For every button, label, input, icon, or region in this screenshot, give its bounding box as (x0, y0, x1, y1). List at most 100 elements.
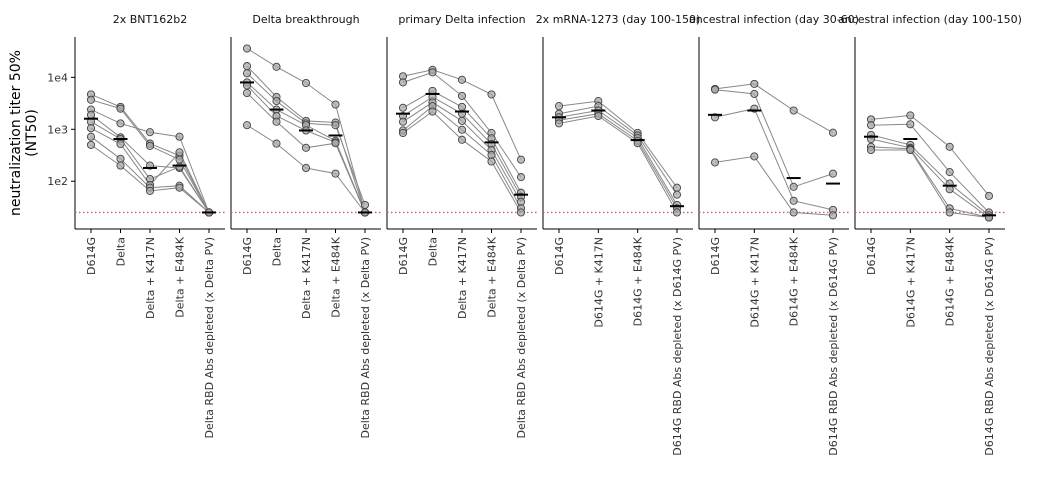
subject-line (870, 138, 990, 218)
data-point (86, 140, 96, 149)
data-point (116, 104, 125, 113)
y-tick-label: 1e3 (47, 123, 68, 136)
data-point (750, 79, 759, 88)
data-point (789, 196, 798, 205)
data-point (116, 161, 125, 170)
data-point (175, 183, 184, 192)
data-point (145, 186, 155, 195)
y-axis-title: neutralization titer 50% (NT50) (8, 50, 40, 216)
facet-panel: 2x BNT162b2 D614G Delta Delta + K417N Delta … (74, 13, 225, 438)
x-tick-label: D614G + E484K (788, 236, 801, 326)
data-point (457, 125, 467, 134)
data-point (301, 78, 311, 88)
x-tick-label: D614G (709, 237, 722, 275)
x-tick-label: D614G + E484K (632, 236, 645, 326)
data-point (242, 69, 252, 78)
x-tick-label: D614G (397, 237, 410, 275)
data-point (906, 145, 915, 155)
data-point (86, 95, 96, 104)
subject-line (870, 114, 990, 197)
data-point (242, 44, 252, 53)
subject-line (558, 100, 678, 188)
data-point (145, 141, 155, 150)
subject-line (246, 92, 366, 213)
facet-panel: 2x mRNA-1273 (day 100-150) D614G D614G + K… (536, 13, 701, 456)
data-point (487, 90, 496, 99)
subject-line (246, 72, 366, 206)
x-tick-label: D614G RBD Abs depleted (x D614G PV) (983, 237, 996, 456)
data-point (906, 111, 915, 120)
x-tick-label: Delta (427, 237, 440, 266)
data-point (789, 106, 798, 115)
subject-line (870, 134, 990, 216)
facet-panel: ancestral infection (day 30-60) D614G D614… (689, 13, 859, 456)
x-tick-label: D614G (241, 237, 254, 275)
data-point (554, 119, 564, 128)
subject-line (870, 123, 990, 213)
facet-title: ancestral infection (day 30-60) (689, 13, 859, 26)
subject-line (558, 109, 678, 206)
data-point (457, 102, 467, 111)
data-point (945, 168, 954, 177)
x-tick-label: Delta + E484K (486, 236, 499, 318)
data-point (487, 157, 496, 166)
subject-line (246, 65, 366, 213)
data-point (984, 191, 994, 200)
y-axis-ticks: 1e2 1e3 1e4 (47, 71, 75, 188)
y-axis-title-line-2: (NT50) (24, 109, 40, 157)
data-point (554, 102, 564, 111)
data-point (828, 169, 838, 178)
data-point (828, 128, 838, 137)
data-point (175, 148, 184, 157)
data-point (672, 190, 682, 199)
x-tick-label: D614G RBD Abs depleted (x D614G PV) (827, 237, 840, 456)
x-tick-label: Delta + K417N (456, 237, 469, 319)
data-point (945, 185, 954, 194)
data-point (272, 117, 281, 126)
x-tick-label: Delta + E484K (330, 236, 343, 318)
data-point (145, 128, 155, 137)
data-point (301, 163, 311, 173)
data-point (428, 68, 437, 77)
data-point (866, 145, 876, 155)
data-point (116, 139, 125, 149)
data-point (428, 107, 437, 116)
data-point (86, 124, 96, 133)
data-point (398, 128, 408, 138)
x-tick-label: D614G (85, 237, 98, 275)
facet-panel: primary Delta infection D614G Delta Delta +… (386, 13, 537, 438)
data-point (866, 121, 876, 130)
subject-line (871, 149, 990, 218)
y-axis-title-line-1: neutralization titer 50% (8, 50, 24, 216)
data-point (750, 89, 759, 98)
data-point (516, 155, 526, 164)
facet-title: Delta breakthrough (252, 13, 359, 26)
data-point (242, 88, 252, 98)
data-point (86, 110, 96, 119)
subject-line (714, 89, 834, 188)
x-tick-label: D614G + K417N (748, 237, 761, 328)
data-point (86, 132, 96, 141)
subject-line (90, 99, 210, 213)
data-point (516, 173, 526, 182)
facet-title: ancestral infection (day 100-150) (838, 13, 1022, 26)
data-point (945, 142, 954, 151)
data-point (457, 91, 467, 100)
facet-panel: ancestral infection (day 100-150) D614G D6… (838, 13, 1022, 456)
data-point (672, 183, 682, 192)
data-point (301, 143, 311, 152)
x-tick-label: D614G RBD Abs depleted (x D614G PV) (671, 237, 684, 456)
data-point (360, 200, 370, 209)
subject-line (714, 108, 834, 211)
x-tick-label: Delta RBD Abs depleted (x Delta PV) (359, 237, 372, 438)
subject-line (558, 105, 678, 195)
data-point (710, 158, 720, 167)
x-tick-label: D614G + E484K (944, 236, 957, 326)
data-point (272, 139, 281, 148)
data-point (331, 100, 340, 109)
data-point (828, 211, 838, 220)
data-point (710, 85, 720, 94)
x-tick-label: Delta + K417N (300, 237, 313, 319)
data-point (242, 62, 252, 71)
